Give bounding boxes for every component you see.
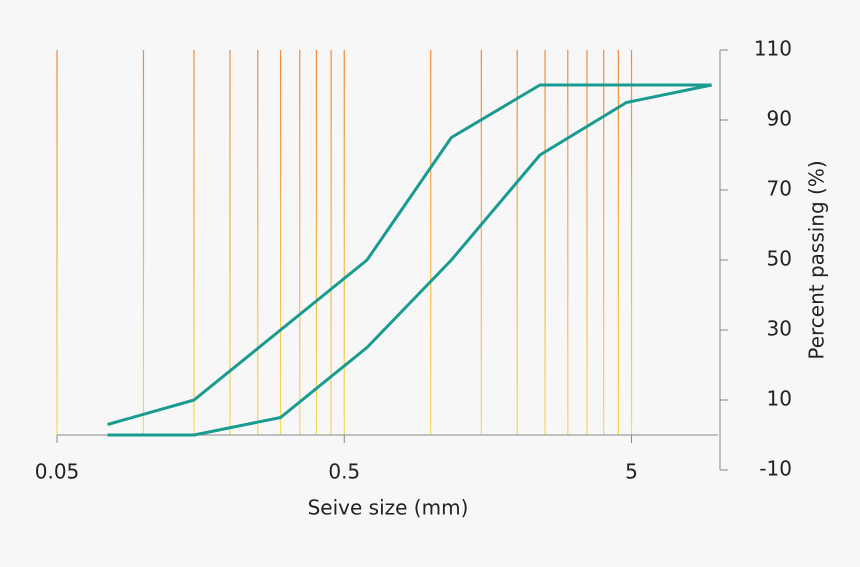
sieve-line	[142, 50, 145, 435]
sieve-line	[586, 50, 588, 435]
sieve-line	[330, 50, 332, 435]
sieve-line	[257, 50, 259, 435]
sieve-line	[603, 50, 605, 435]
sieve-line	[544, 50, 546, 435]
sieve-line	[343, 50, 345, 435]
sieve-line	[480, 50, 482, 435]
sieve-line	[193, 50, 195, 435]
sieve-line	[299, 50, 301, 435]
y-tick-label: 110	[754, 37, 792, 61]
y-tick-label: 70	[767, 177, 792, 201]
sieve-line	[279, 50, 282, 435]
y-tick-label: 50	[767, 247, 792, 271]
sieve-line	[617, 50, 619, 435]
y-tick-label: -10	[759, 457, 792, 481]
curve	[107, 83, 712, 426]
x-tick-label: 0.05	[35, 460, 80, 484]
sieve-line	[630, 50, 633, 435]
sieve-line	[567, 50, 569, 435]
sieve-line	[430, 50, 432, 435]
x-axis-label: Seive size (mm)	[308, 496, 469, 520]
sieve-line	[56, 50, 58, 435]
x-tick-label: 0.5	[328, 460, 360, 484]
x-tick-label: 5	[625, 460, 638, 484]
y-tick-label: 90	[767, 107, 792, 131]
y-tick-label: 30	[767, 317, 792, 341]
curve	[107, 83, 712, 437]
sieve-line	[229, 50, 231, 435]
y-tick-label: 10	[767, 387, 792, 411]
sieve-line	[516, 50, 518, 435]
sieve-line	[315, 50, 318, 435]
y-axis-label: Percent passing (%)	[805, 160, 829, 359]
